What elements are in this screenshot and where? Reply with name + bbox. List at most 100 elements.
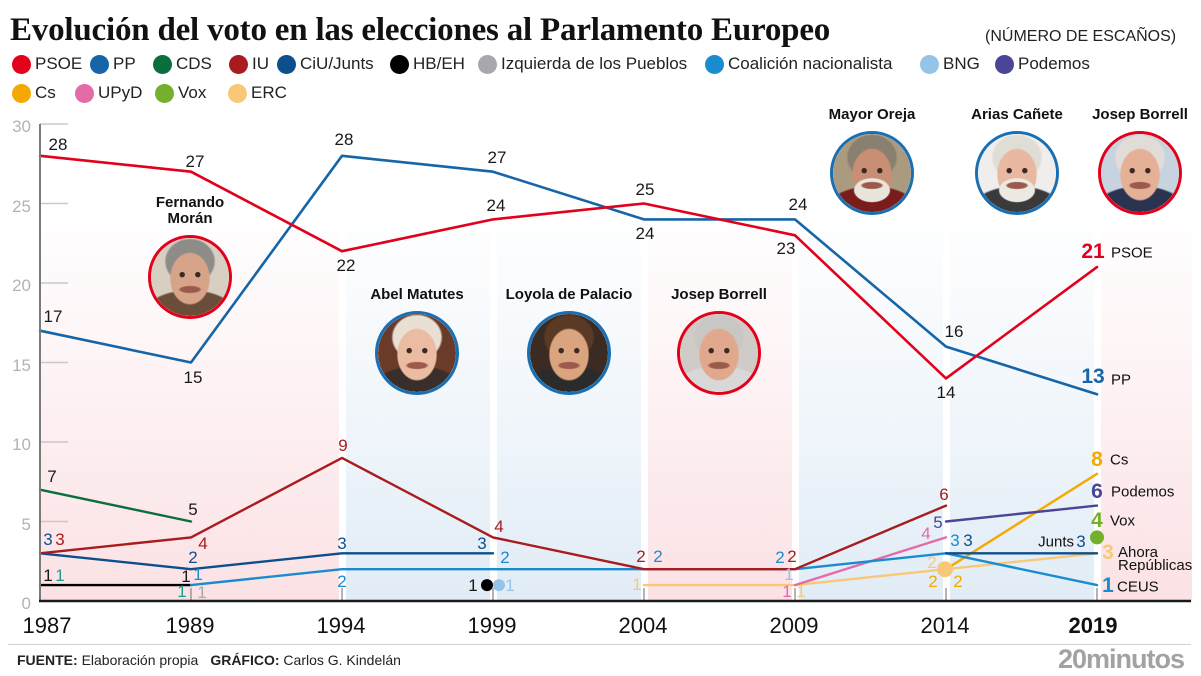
data-label-unlabeled: 1: [177, 582, 187, 602]
y-tick-label: 20: [12, 276, 31, 295]
legend-item-hb-eh: HB/EH: [390, 54, 465, 74]
portrait-name: Loyola de Palacio: [505, 286, 633, 303]
portrait-name: Arias Cañete: [971, 106, 1063, 123]
legend-dot-icon: [478, 54, 497, 74]
legend-item-cs: Cs: [12, 83, 56, 103]
data-label-coalicion-nacionalista: 1: [193, 565, 203, 585]
portrait-name: Josep Borrell: [671, 286, 767, 303]
legend-item-iu: IU: [229, 54, 269, 74]
y-tick-label: 15: [12, 355, 31, 375]
y-tick-label: 0: [21, 594, 31, 613]
data-label-bng: 1: [784, 565, 794, 585]
data-label-pp: 16: [944, 321, 964, 341]
data-label-erc: 1: [632, 575, 642, 595]
period-band: [950, 200, 1094, 601]
data-label-iu: 2: [787, 547, 797, 567]
legend-label: Izquierda de los Pueblos: [501, 54, 688, 73]
x-tick-label: 2004: [618, 613, 668, 638]
point-marker-vox: [1090, 530, 1104, 545]
portrait-photo: [378, 314, 456, 392]
data-label-pp: 24: [788, 195, 808, 215]
period-band: [497, 200, 641, 601]
end-value-pp: 13: [1081, 365, 1105, 389]
data-label-cs: 2: [953, 572, 963, 592]
legend-label: PP: [113, 54, 136, 73]
data-label-psoe: 27: [185, 151, 205, 171]
portrait-photo: [978, 134, 1056, 212]
data-label-iu: 6: [939, 484, 949, 504]
series-line-psoe: [38, 154, 1099, 380]
data-label-coalicion-nacionalista: 2: [500, 548, 510, 568]
legend-dot-icon: [75, 83, 94, 103]
portrait-card: Arias Cañete: [947, 107, 1087, 215]
period-band: [1101, 200, 1192, 601]
series-line-erc: [642, 552, 1099, 587]
period-band: [799, 200, 943, 601]
legend-dot-icon: [155, 83, 174, 103]
legend-label: BNG: [943, 54, 980, 73]
legend-label: UPyD: [98, 83, 143, 102]
data-label-pp: 27: [487, 147, 507, 167]
legend-item-izquierda-de-los-pueblos: Izquierda de los Pueblos: [478, 54, 687, 74]
data-label-upyd: 1: [782, 582, 792, 602]
end-value-erc: 3: [1102, 541, 1114, 565]
data-label-hb-eh: 1: [43, 566, 53, 586]
x-tick-label: 1989: [165, 613, 215, 638]
legend-dot-icon: [153, 54, 172, 74]
portrait-card: Loyola de Palacio: [499, 287, 639, 395]
legend-label: Coalición nacionalista: [728, 54, 893, 73]
legend-item-erc: ERC: [228, 83, 287, 103]
x-tick-label: 2009: [769, 613, 819, 638]
portrait-name: Josep Borrell: [1092, 106, 1188, 123]
portrait-frame: [527, 311, 611, 395]
data-label-iu: 4: [198, 534, 208, 554]
legend-item-ciu-junts: CiU/Junts: [277, 54, 374, 74]
portrait-photo: [1101, 134, 1179, 212]
portrait-name: Fernando Morán: [155, 194, 225, 227]
data-label-ciu-junts: 3: [43, 530, 53, 550]
series-line-iu: [38, 456, 948, 571]
graphic-label: GRÁFICO:: [210, 652, 280, 668]
legend-dot-icon: [705, 54, 724, 74]
series-line-podemos: [944, 504, 1099, 523]
data-label-psoe: 25: [635, 179, 655, 199]
series-line-pp: [38, 154, 1099, 396]
end-value-coalicion-nacionalista: 1: [1102, 574, 1114, 598]
data-label-erc: 2: [927, 553, 937, 573]
end-label-podemos: Podemos: [1111, 483, 1175, 501]
source-label: FUENTE:: [17, 652, 78, 668]
portrait-name: Mayor Oreja: [828, 106, 916, 123]
y-tick-label: 10: [12, 435, 31, 454]
data-label-psoe: 14: [936, 383, 956, 403]
portrait-frame: [1098, 131, 1182, 215]
data-label-pp: 15: [183, 367, 203, 387]
legend-dot-icon: [995, 54, 1014, 74]
data-label-izquierda-de-los-pueblos: 1: [197, 583, 207, 603]
end-value-psoe: 21: [1081, 240, 1105, 264]
chart-title: Evolución del voto en las elecciones al …: [10, 12, 831, 48]
x-tick-label: 1994: [316, 613, 366, 638]
legend-label: PSOE: [35, 54, 83, 73]
data-label-erc: 1: [796, 582, 806, 602]
end-label-psoe: PSOE: [1111, 244, 1153, 262]
legend-label: CDS: [176, 54, 212, 73]
series-line-ciu-junts: [38, 552, 1099, 571]
point-marker-hb-eh: [481, 579, 493, 592]
legend-label: ERC: [251, 83, 287, 102]
end-label-ciu-junts: Junts: [1038, 533, 1074, 551]
footer-credits: FUENTE: Elaboración propia GRÁFICO: Carlo…: [17, 652, 401, 668]
legend-item-vox: Vox: [155, 83, 206, 103]
data-label-coalicion-nacionalista: 2: [775, 548, 785, 568]
legend-item-podemos: Podemos: [995, 54, 1090, 74]
data-label-coalicion-nacionalista: 3: [950, 531, 960, 551]
legend-item-psoe: PSOE: [12, 54, 82, 74]
legend-dot-icon: [12, 83, 31, 103]
end-value-ciu-junts: 3: [1076, 532, 1086, 552]
end-label-cs: Cs: [1110, 451, 1129, 469]
legend-dot-icon: [12, 54, 31, 74]
data-label-psoe: 24: [486, 196, 506, 216]
data-label-pp: 24: [635, 224, 655, 244]
x-tick-label: 1987: [22, 613, 72, 638]
end-label-coalicion-nacionalista: CEUS: [1117, 578, 1159, 596]
